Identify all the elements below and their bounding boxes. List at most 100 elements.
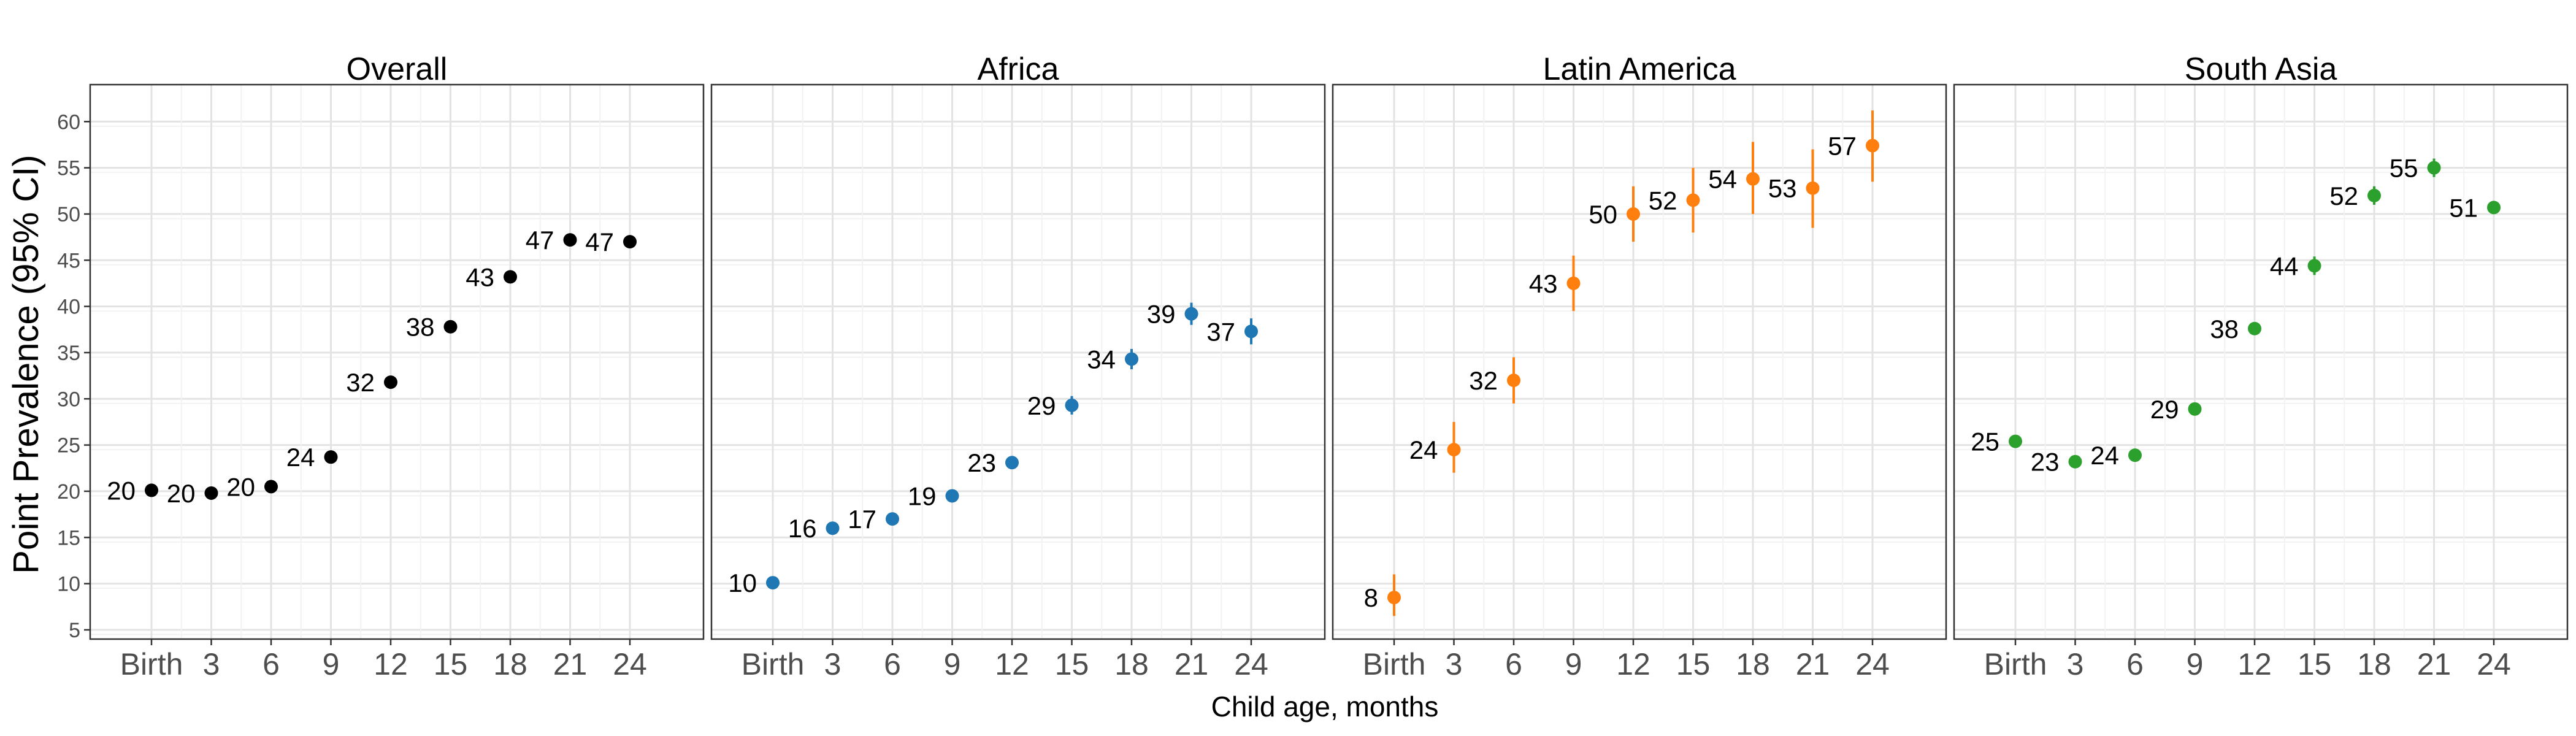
data-label: 52 [1649, 186, 1677, 215]
x-tick-label: 9 [323, 647, 340, 681]
panel-border [1953, 83, 2569, 640]
panel-background [90, 85, 703, 639]
x-tick-label: 24 [613, 647, 647, 681]
data-label: 39 [1147, 300, 1176, 329]
facet-title: Africa [978, 52, 1059, 87]
x-tick-label: 15 [1055, 647, 1089, 681]
panel-background [1333, 85, 1946, 639]
data-point [766, 576, 780, 590]
data-point [945, 489, 959, 503]
facet-panel: South Asia Birth 3 6 9 12 15 18 21 24 25 23 24 29 38 44… [1953, 52, 2569, 681]
y-axis-title: Point Prevalence (95% CI) [6, 155, 46, 573]
panel-background [711, 85, 1325, 639]
data-point [2367, 188, 2381, 202]
x-tick-label: 3 [824, 647, 841, 681]
x-tick-label: 9 [1565, 647, 1582, 681]
data-label: 20 [226, 472, 255, 501]
data-point [1627, 207, 1640, 221]
data-label: 19 [908, 481, 937, 510]
data-label: 20 [107, 476, 136, 505]
data-point [1125, 352, 1138, 366]
x-tick-label: 3 [2067, 647, 2084, 681]
data-label: 29 [2150, 395, 2179, 424]
x-axis-title: Child age, months [1211, 691, 1439, 723]
facet-panel: Africa Birth 3 6 9 12 15 18 21 24 10 16 17 19 23 29 34 39… [710, 52, 1326, 681]
data-point [324, 450, 338, 464]
x-tick-label: Birth [1984, 647, 2047, 681]
y-tick-label: 20 [57, 480, 80, 504]
data-point [1866, 139, 1879, 153]
x-tick-label: 9 [944, 647, 961, 681]
data-point [1507, 374, 1520, 388]
data-point [886, 512, 899, 526]
y-tick-label: 10 [57, 573, 80, 596]
y-tick-label: 45 [57, 249, 80, 272]
data-label: 43 [1529, 269, 1558, 298]
data-label: 16 [788, 514, 817, 543]
x-tick-label: 18 [1736, 647, 1770, 681]
data-label: 32 [1469, 366, 1498, 395]
data-label: 8 [1364, 583, 1378, 612]
data-label: 34 [1087, 345, 1116, 374]
x-tick-label: Birth [120, 647, 183, 681]
y-tick-label: 25 [57, 434, 80, 458]
x-tick-label: 18 [1114, 647, 1149, 681]
data-point [2487, 201, 2501, 215]
facet-title: Latin America [1543, 52, 1736, 87]
data-point [1806, 181, 1820, 195]
facet-panels: Overall 5 10 15 20 25 30 35 40 45 50 55 60 Birth 3 6 9 12… [57, 52, 2569, 681]
data-point [2188, 402, 2202, 416]
data-label: 38 [406, 313, 435, 342]
panel-border [1332, 83, 1947, 640]
data-point [1566, 276, 1581, 290]
data-label: 44 [2270, 251, 2299, 280]
data-label: 50 [1589, 200, 1617, 229]
y-tick-label: 5 [69, 619, 80, 642]
x-tick-label: 6 [884, 647, 901, 681]
x-tick-label: 15 [1676, 647, 1711, 681]
x-tick-label: 6 [2126, 647, 2144, 681]
data-point [2307, 259, 2321, 273]
x-tick-label: 3 [1446, 647, 1463, 681]
y-tick-label: 30 [57, 388, 80, 411]
panel-background [1954, 85, 2567, 639]
data-point [563, 233, 577, 247]
x-tick-label: 6 [1505, 647, 1522, 681]
facet-title: South Asia [2185, 52, 2337, 87]
x-tick-label: 18 [493, 647, 527, 681]
data-label: 10 [728, 569, 757, 597]
data-point [1387, 591, 1401, 605]
data-label: 47 [526, 226, 554, 255]
data-point [2009, 434, 2022, 448]
data-label: 32 [346, 368, 375, 397]
x-tick-label: 12 [374, 647, 408, 681]
x-tick-label: 21 [2417, 647, 2451, 681]
facet-panel: Overall 5 10 15 20 25 30 35 40 45 50 55 60 Birth 3 6 9 12… [57, 52, 705, 681]
data-point [826, 521, 840, 535]
data-point [2248, 321, 2261, 335]
x-tick-label: 3 [203, 647, 220, 681]
y-tick-label: 60 [57, 110, 80, 134]
data-point [145, 483, 158, 497]
data-label: 52 [2329, 182, 2358, 210]
y-tick-label: 35 [57, 342, 80, 365]
x-tick-label: 24 [1234, 647, 1268, 681]
x-tick-label: 6 [263, 647, 280, 681]
data-point [384, 375, 397, 389]
data-point [2427, 161, 2441, 175]
data-point [623, 235, 637, 249]
x-tick-label: 15 [2298, 647, 2332, 681]
data-label: 24 [286, 443, 315, 472]
data-label: 53 [1768, 174, 1797, 203]
data-label: 23 [2031, 448, 2060, 477]
panel-border [89, 83, 705, 640]
x-tick-label: 9 [2187, 647, 2204, 681]
data-point [1686, 193, 1700, 207]
data-point [504, 270, 517, 284]
y-tick-label: 50 [57, 203, 80, 226]
facet-title: Overall [347, 52, 448, 87]
data-point [204, 486, 218, 500]
data-label: 57 [1828, 131, 1857, 160]
y-tick-label: 55 [57, 157, 80, 180]
